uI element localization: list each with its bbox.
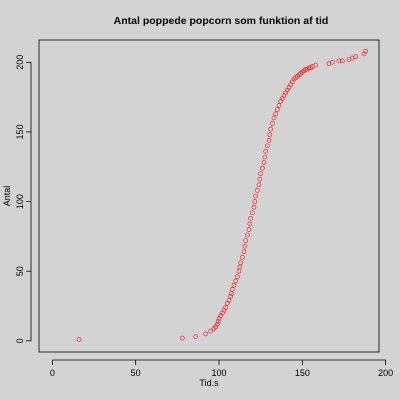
x-tick-label: 50 (131, 368, 141, 378)
data-point (238, 260, 243, 266)
data-point (250, 210, 255, 216)
data-point (231, 282, 237, 288)
data-point (252, 199, 258, 204)
data-point (203, 331, 208, 337)
data-point (353, 54, 358, 60)
x-tick-label: 0 (50, 368, 55, 378)
y-tick-label: 50 (15, 266, 25, 276)
data-point (253, 193, 258, 199)
data-point (267, 132, 273, 138)
data-point (236, 268, 242, 274)
data-point (270, 121, 275, 126)
data-point (215, 319, 221, 324)
x-axis: 0 50 100 150 200 (50, 359, 393, 378)
data-point (271, 115, 277, 121)
data-point (255, 188, 260, 193)
y-tick-label: 100 (15, 194, 25, 209)
data-point (246, 227, 252, 232)
data-point (263, 149, 268, 154)
data-point (76, 337, 82, 342)
data-point (228, 293, 233, 299)
data-point (258, 171, 263, 177)
data-point (265, 143, 270, 149)
data-points (76, 48, 368, 342)
x-tick-label: 200 (378, 368, 393, 378)
data-point (208, 328, 213, 334)
data-point (245, 232, 250, 238)
data-point (180, 335, 185, 341)
x-tick-label: 150 (295, 368, 310, 378)
data-point (266, 137, 272, 143)
y-tick-label: 150 (15, 124, 25, 139)
plot-area-frame (38, 39, 380, 353)
y-axis-label: Antal (2, 186, 12, 207)
x-tick-label: 100 (211, 368, 226, 378)
data-point (363, 48, 368, 54)
data-point (260, 165, 265, 171)
data-point (229, 291, 234, 296)
data-point (256, 182, 262, 188)
data-point (223, 305, 228, 310)
data-point (273, 111, 278, 117)
y-axis: 0 50 100 150 200 (15, 55, 32, 343)
data-point (336, 58, 342, 64)
chart-title: Antal poppede popcorn som funktion af ti… (114, 15, 329, 27)
data-point (261, 160, 267, 165)
y-tick-label: 0 (15, 338, 25, 343)
data-point (276, 103, 282, 108)
data-point (230, 287, 235, 292)
data-point (340, 58, 345, 64)
data-point (268, 126, 273, 132)
data-point (193, 334, 198, 339)
data-point (240, 254, 245, 260)
data-point (275, 107, 280, 112)
data-point (242, 243, 248, 249)
data-point (237, 264, 243, 270)
data-point (248, 215, 253, 221)
data-point (226, 298, 232, 303)
y-tick-label: 200 (15, 55, 25, 70)
x-axis-label: Tid.s (199, 378, 219, 388)
data-point (247, 221, 253, 227)
data-point (330, 59, 335, 65)
data-point (233, 278, 238, 284)
data-point (215, 321, 220, 327)
data-point (257, 176, 263, 182)
data-point (262, 154, 268, 160)
data-point (251, 204, 257, 210)
data-point (235, 274, 240, 280)
data-point (313, 62, 318, 68)
data-point (241, 249, 247, 255)
data-point (243, 238, 248, 243)
